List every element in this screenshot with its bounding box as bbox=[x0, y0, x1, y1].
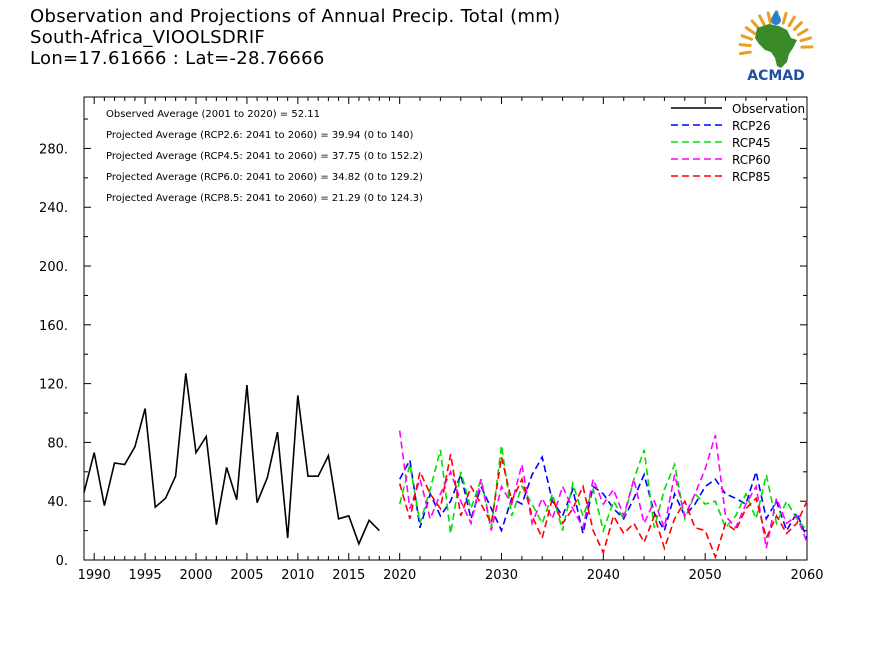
axis-ticks bbox=[83, 97, 808, 561]
y-tick-label: 0. bbox=[56, 554, 68, 569]
chart-title: Observation and Projections of Annual Pr… bbox=[30, 6, 561, 27]
sun-ray bbox=[766, 11, 772, 25]
stat-annotation: Observed Average (2001 to 2020) = 52.11 bbox=[106, 109, 320, 120]
series-line-rcp60 bbox=[398, 430, 808, 549]
series-line-observation bbox=[83, 373, 380, 546]
sun-ray bbox=[750, 19, 761, 30]
y-tick-label: 120. bbox=[39, 378, 68, 393]
sun-ray bbox=[799, 36, 813, 43]
legend-label: RCP26 bbox=[732, 119, 771, 133]
legend-label: RCP60 bbox=[732, 153, 771, 167]
y-tick-label: 80. bbox=[47, 436, 68, 451]
x-tick-label: 2040 bbox=[587, 568, 620, 583]
x-tick-label: 2060 bbox=[790, 568, 823, 583]
legend: Observation RCP26 RCP45 RCP60 RCP85 bbox=[671, 102, 805, 184]
sun-ray bbox=[792, 21, 803, 32]
title-block: Observation and Projections of Annual Pr… bbox=[30, 6, 560, 69]
stat-annotation: Projected Average (RCP6.0: 2041 to 2060)… bbox=[106, 172, 423, 183]
x-tick-label: 2050 bbox=[689, 568, 722, 583]
sun-ray bbox=[738, 50, 752, 56]
station-name: South-Africa_VIOOLSDRIF bbox=[30, 27, 266, 48]
y-tick-label: 200. bbox=[39, 260, 68, 275]
acmad-logo: ACMAD bbox=[738, 10, 814, 84]
sun-ray bbox=[744, 26, 756, 35]
sun-ray bbox=[738, 43, 752, 48]
axis-tick-labels: 1990 1995 2000 2005 2010 2015 2020 2030 2040 2050… bbox=[39, 142, 824, 583]
x-tick-label: 2010 bbox=[281, 568, 314, 583]
sun-ray bbox=[740, 34, 754, 41]
sun-ray bbox=[796, 28, 809, 37]
series-line-rcp85 bbox=[398, 454, 808, 560]
y-tick-label: 280. bbox=[39, 142, 68, 157]
water-drop-icon bbox=[771, 10, 781, 25]
africa-icon bbox=[755, 24, 797, 68]
stats-annotations: Observed Average (2001 to 2020) = 52.11 P… bbox=[106, 109, 423, 204]
x-tick-label: 2005 bbox=[230, 568, 263, 583]
x-tick-label: 2020 bbox=[383, 568, 416, 583]
series-line-rcp26 bbox=[398, 454, 808, 539]
legend-label: Observation bbox=[732, 102, 805, 116]
y-tick-label: 240. bbox=[39, 201, 68, 216]
stat-annotation: Projected Average (RCP8.5: 2041 to 2060)… bbox=[106, 193, 423, 204]
x-tick-label: 2000 bbox=[179, 568, 212, 583]
y-tick-label: 160. bbox=[39, 319, 68, 334]
x-tick-label: 2015 bbox=[332, 568, 365, 583]
x-tick-label: 1995 bbox=[129, 568, 162, 583]
station-coordinates: Lon=17.61666 : Lat=-28.76666 bbox=[30, 48, 325, 69]
x-tick-label: 2030 bbox=[485, 568, 518, 583]
sun-ray bbox=[781, 11, 788, 25]
sun-ray bbox=[787, 15, 796, 28]
plot-frame bbox=[83, 96, 808, 561]
x-tick-label: 1990 bbox=[78, 568, 111, 583]
legend-label: RCP45 bbox=[732, 136, 771, 150]
legend-label: RCP85 bbox=[732, 170, 771, 184]
stat-annotation: Projected Average (RCP4.5: 2041 to 2060)… bbox=[106, 151, 423, 162]
y-tick-label: 40. bbox=[47, 495, 68, 510]
stat-annotation: Projected Average (RCP2.6: 2041 to 2060)… bbox=[106, 130, 413, 141]
sun-ray bbox=[758, 14, 766, 27]
series-line-rcp45 bbox=[398, 445, 808, 534]
series-layer bbox=[83, 373, 808, 560]
logo-text: ACMAD bbox=[747, 68, 805, 84]
